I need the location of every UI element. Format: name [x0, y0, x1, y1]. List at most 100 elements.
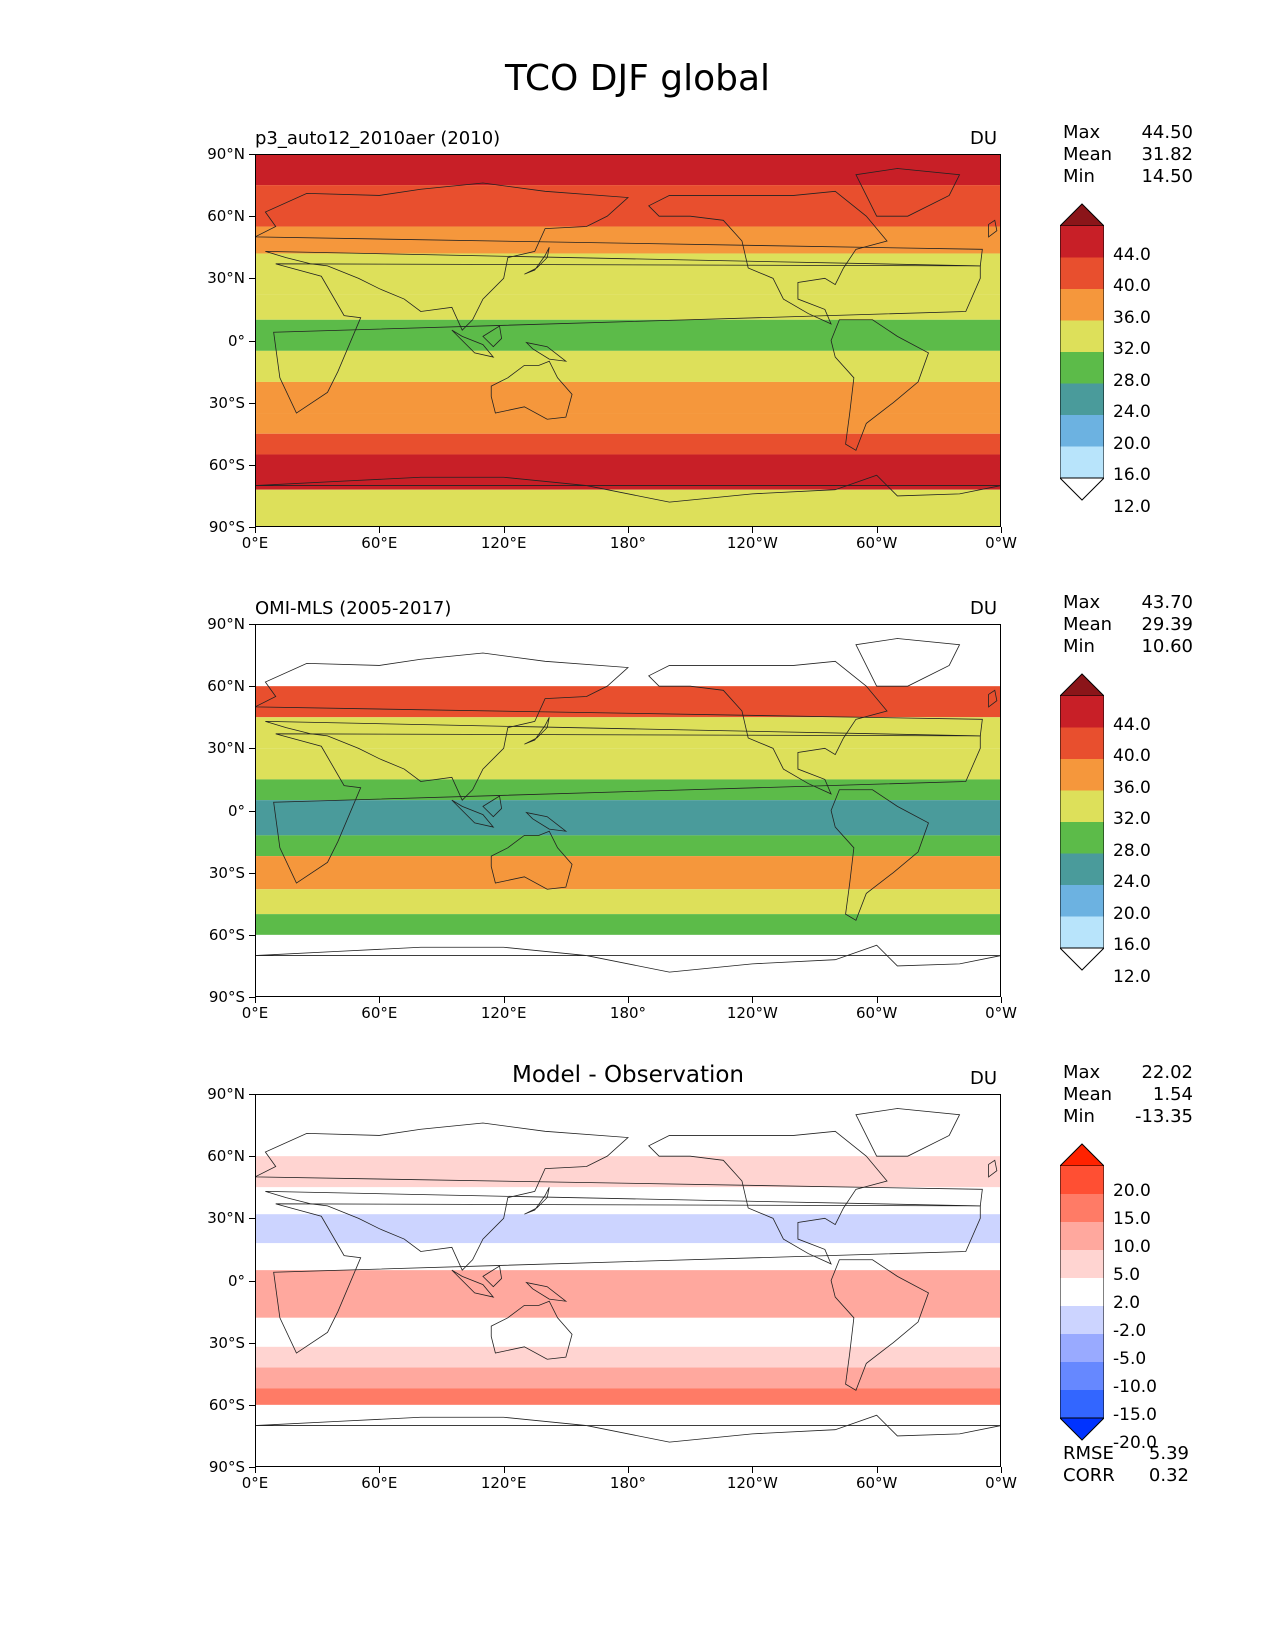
coastline: [988, 1159, 998, 1178]
y-tick-label: 30°N: [207, 269, 245, 288]
coastline: [490, 1300, 573, 1360]
panel-stats: Max 43.70 Mean 29.39 Min 10.60: [1063, 592, 1193, 658]
y-tick-mark: [249, 1280, 255, 1282]
x-tick-label: 0°E: [241, 1474, 269, 1492]
y-tick-mark: [249, 1218, 255, 1220]
colorbar-segment: [1060, 916, 1104, 948]
colorbar-extend-bottom: [1060, 947, 1104, 971]
x-tick-mark: [379, 1467, 381, 1473]
stats-row: Mean 29.39: [1063, 614, 1193, 636]
colorbar-label: 20.0: [1113, 1181, 1151, 1201]
y-tick-label: 0°: [227, 1271, 245, 1290]
zonal-band: [255, 1388, 1001, 1405]
zonal-band: [255, 226, 1001, 254]
x-tick-mark: [876, 1467, 878, 1473]
x-tick-mark: [876, 997, 878, 1003]
zonal-band: [255, 1317, 1001, 1347]
zonal-band: [255, 154, 1001, 186]
coastline: [490, 830, 573, 890]
y-tick-label: 60°S: [208, 455, 245, 474]
x-tick-label: 0°W: [985, 534, 1017, 552]
x-tick-label: 0°W: [985, 1004, 1017, 1022]
x-tick-label: 180°: [609, 1474, 647, 1492]
y-tick-mark: [249, 1404, 255, 1406]
x-tick-mark: [255, 997, 256, 1003]
stats-value: -13.35: [1134, 1106, 1193, 1127]
colorbar-segment: [1060, 696, 1104, 728]
coastline: [255, 944, 1001, 973]
colorbar-segment: [1060, 885, 1104, 917]
y-tick-label: 0°: [227, 331, 245, 350]
coastline: [648, 660, 888, 795]
colorbar-label: 12.0: [1113, 966, 1151, 987]
colorbar-segment: [1060, 727, 1104, 759]
zonal-band: [255, 294, 1001, 320]
corr-label: CORR: [1063, 1465, 1115, 1486]
colorbar-label: -2.0: [1113, 1321, 1147, 1341]
y-tick-mark: [249, 1467, 255, 1468]
y-tick-label: 30°N: [207, 1209, 245, 1228]
y-tick-label: 90°S: [208, 518, 245, 536]
zonal-band: [255, 779, 1001, 801]
y-tick-label: 60°N: [207, 207, 245, 226]
zonal-band: [255, 686, 1001, 718]
y-tick-label: 90°S: [208, 988, 245, 1006]
panel-title: p3_auto12_2010aer (2010): [255, 128, 501, 149]
colorbar-segment: [1060, 1194, 1104, 1222]
zonal-band: [255, 433, 1001, 455]
x-tick-mark: [752, 1467, 754, 1473]
stats-row: Max 43.70: [1063, 592, 1193, 614]
zonal-band: [255, 748, 1001, 780]
coastline: [830, 1259, 929, 1391]
stats-value: 10.60: [1141, 636, 1193, 657]
colorbar-segment: [1060, 822, 1104, 854]
coastline: [451, 329, 495, 358]
zonal-band: [255, 1187, 1001, 1215]
x-tick-mark: [876, 527, 878, 533]
y-tick-mark: [249, 686, 255, 688]
colorbar-label: 44.0: [1113, 244, 1151, 265]
colorbar-label: 15.0: [1113, 1209, 1151, 1229]
zonal-band: [255, 1346, 1001, 1368]
colorbar-label: -20.0: [1113, 1433, 1157, 1453]
stats-row: Min 14.50: [1063, 166, 1193, 188]
y-tick-mark: [249, 216, 255, 218]
colorbar-label: -15.0: [1113, 1405, 1157, 1425]
colorbar-segment: [1060, 790, 1104, 822]
error-stats: RMSE 5.39 CORR 0.32: [1063, 1443, 1189, 1487]
y-tick-label: 30°S: [208, 863, 245, 882]
x-tick-mark: [379, 997, 381, 1003]
colorbar-extend-bottom: [1060, 477, 1104, 501]
zonal-band: [255, 835, 1001, 857]
stats-row: Min 10.60: [1063, 636, 1193, 658]
y-tick-mark: [249, 154, 255, 155]
x-tick-label: 120°W: [726, 534, 778, 552]
colorbar-extend-top: [1060, 673, 1104, 697]
x-tick-label: 60°E: [361, 1474, 398, 1492]
colorbar: [1060, 673, 1104, 971]
x-tick-label: 0°E: [241, 1004, 269, 1022]
x-tick-label: 0°E: [241, 534, 269, 552]
colorbar-label: 40.0: [1113, 276, 1151, 296]
stats-label: Mean: [1063, 1084, 1113, 1105]
coastline: [255, 1122, 983, 1271]
colorbar-label: 2.0: [1113, 1293, 1141, 1313]
x-tick-mark: [503, 1467, 505, 1473]
zonal-band: [255, 1270, 1001, 1318]
coastline: [855, 168, 961, 217]
y-tick-mark: [249, 1094, 255, 1095]
map-area: [255, 1094, 1001, 1467]
colorbar-segment: [1060, 1390, 1104, 1418]
x-tick-mark: [503, 527, 505, 533]
corr-value: 0.32: [1148, 1465, 1189, 1486]
y-tick-mark: [249, 748, 255, 750]
colorbar-label: 32.0: [1113, 339, 1151, 359]
colorbar: [1060, 203, 1104, 501]
colorbar-label: 16.0: [1113, 465, 1151, 485]
panel-stats: Max 44.50 Mean 31.82 Min 14.50: [1063, 122, 1193, 188]
colorbar-segment: [1060, 1334, 1104, 1362]
y-tick-label: 60°S: [208, 1395, 245, 1414]
y-tick-mark: [249, 278, 255, 280]
coastline: [525, 341, 568, 362]
stats-label: Max: [1063, 122, 1101, 143]
